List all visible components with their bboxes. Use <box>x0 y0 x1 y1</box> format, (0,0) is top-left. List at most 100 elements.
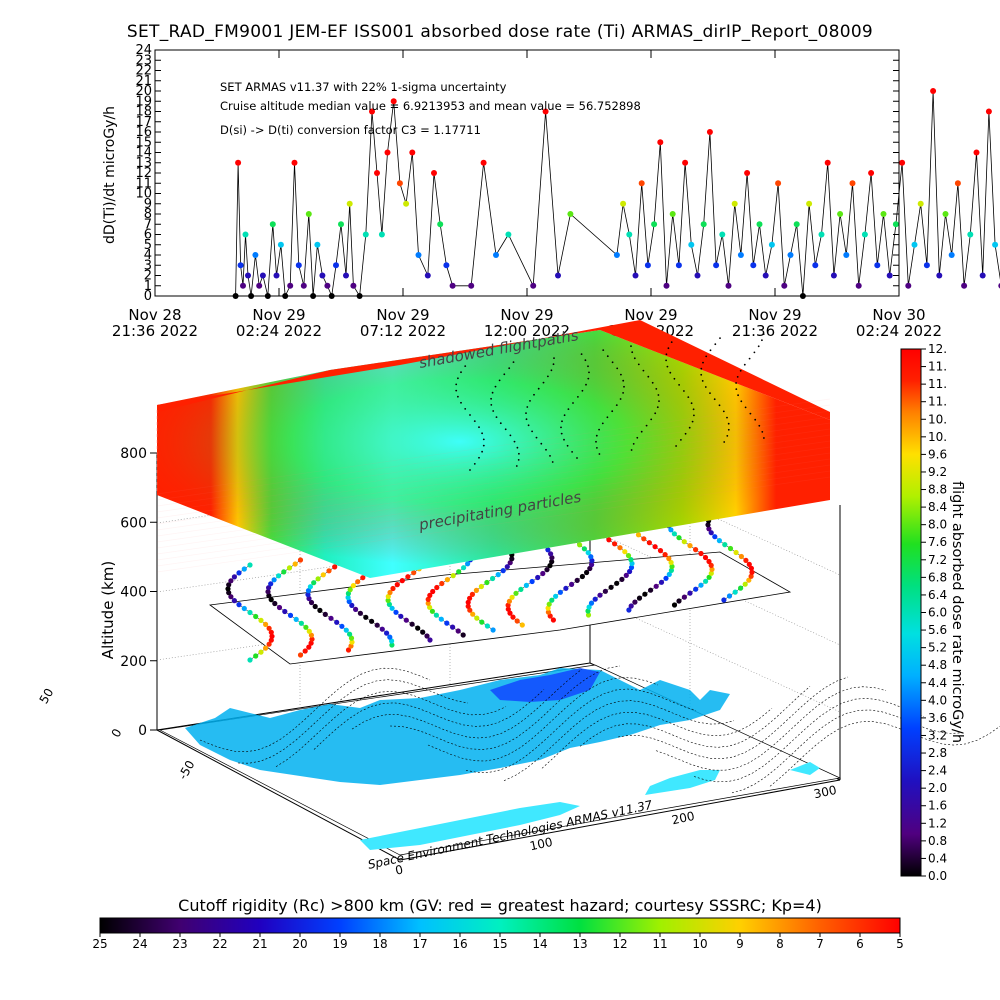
world-map-floor <box>158 664 1000 856</box>
track-point <box>420 629 426 635</box>
track-point <box>348 635 355 641</box>
track-point <box>465 599 471 605</box>
track-point <box>293 616 299 623</box>
ts-point <box>843 252 850 258</box>
track-point <box>268 597 274 603</box>
slab-dot <box>640 430 643 433</box>
ts-ytick-label: 4 <box>144 248 152 263</box>
slab-dot <box>680 439 682 441</box>
track-point <box>276 604 283 611</box>
slab-dot <box>737 394 739 397</box>
track-point <box>589 558 595 564</box>
cb-tick-label: 9.2 <box>928 465 947 479</box>
ts-ytick-label: 23 <box>135 53 152 68</box>
track-point <box>281 569 287 575</box>
ts-ytick-label: 22 <box>135 64 152 79</box>
continents <box>185 668 730 785</box>
track-point <box>746 577 752 583</box>
ts-point <box>468 282 475 289</box>
slab-dot <box>642 369 645 372</box>
ts-point <box>252 252 259 258</box>
ts-point <box>787 252 794 258</box>
note-uncertainty: SET ARMAS v11.37 with 22% 1-sigma uncert… <box>220 80 507 94</box>
flight-track-surface <box>208 502 792 665</box>
ts-point <box>905 282 912 289</box>
floor-track <box>199 667 431 753</box>
ts-ytick-label: 5 <box>144 238 152 253</box>
slab-dot <box>735 382 737 384</box>
slab-dot <box>549 455 551 457</box>
track-point <box>399 578 405 584</box>
ts-point <box>979 272 986 279</box>
track-point <box>504 564 510 570</box>
cb-tick-label: 2.0 <box>928 781 947 795</box>
ts-ytick-label: 18 <box>135 105 152 120</box>
track-point <box>746 561 752 568</box>
ts-point <box>237 262 244 269</box>
track-point <box>287 612 294 619</box>
track-point <box>612 541 618 547</box>
track-point <box>258 617 264 624</box>
slab-dot <box>673 377 676 380</box>
track-point <box>427 592 433 599</box>
track-point <box>518 586 524 593</box>
slab-dot <box>492 410 495 412</box>
slab-dot <box>531 430 533 433</box>
track-point <box>258 649 264 655</box>
slab-stripe-line <box>156 398 831 495</box>
longitude-ticks: 0 100 200 300 <box>394 783 838 878</box>
track-point <box>253 613 259 620</box>
slab-dot <box>665 353 668 356</box>
track-point <box>514 618 520 624</box>
ts-point <box>806 200 813 207</box>
track-point <box>297 652 304 658</box>
ts-point <box>256 282 263 289</box>
slab-dot <box>490 404 493 406</box>
cb-tick-label: 3.6 <box>928 711 947 725</box>
track-point <box>693 547 699 553</box>
ts-point <box>505 231 512 238</box>
track-point <box>474 615 480 621</box>
ts-point <box>644 262 651 269</box>
floor-track <box>769 721 1000 787</box>
track-point <box>308 640 314 646</box>
track-point <box>236 570 242 576</box>
ts-point <box>305 211 312 217</box>
ts-ytick-label: 13 <box>135 156 152 171</box>
track-point <box>369 618 375 624</box>
track-point <box>268 629 274 635</box>
slab-dot <box>473 463 476 465</box>
ts-point <box>338 221 344 228</box>
slab-dot <box>632 443 635 445</box>
colorbar-ticks: 0.0 0.4 0.8 1.2 1.6 2.0 2.4 2.8 3.2 3.6 4.0 4.4 4.8 5… <box>921 342 947 883</box>
ts-point <box>431 170 437 176</box>
slab-dot <box>527 424 530 427</box>
ts-point <box>948 252 955 258</box>
ts-point <box>992 241 999 248</box>
slab-dot <box>702 361 704 364</box>
cb-tick-label: 12. <box>928 342 947 356</box>
main-title: SET_RAD_FM9001 JEM-EF ISS001 absorbed do… <box>126 22 874 42</box>
ts-xtick-label-date: Nov 29 <box>252 306 305 324</box>
track-point <box>557 589 564 595</box>
ts-point <box>744 170 751 176</box>
track-point <box>547 613 553 619</box>
track-point <box>569 581 575 588</box>
track-point <box>587 565 593 572</box>
track-point <box>276 573 282 579</box>
track-point <box>473 587 479 594</box>
ts-point <box>675 262 682 269</box>
track-point <box>716 538 723 544</box>
slab-dot <box>630 449 633 451</box>
cb-tick-label: 7.2 <box>928 553 947 567</box>
ts-xtick-label-date: Nov 28 <box>128 306 181 324</box>
track-point <box>484 623 490 629</box>
track-point <box>305 588 312 594</box>
track-point <box>297 557 304 563</box>
track-point <box>387 634 393 640</box>
slab-dot <box>482 438 485 441</box>
slab-dot <box>460 401 462 404</box>
slab-dot <box>743 363 746 366</box>
track-point <box>702 554 709 561</box>
cb-tick-label: 1.6 <box>928 799 947 813</box>
